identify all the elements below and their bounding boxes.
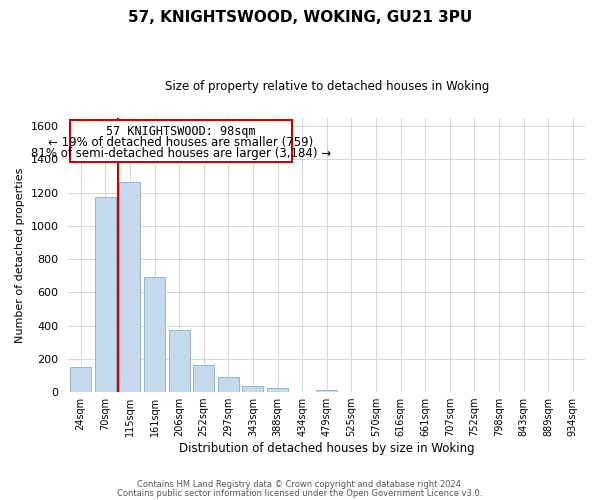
- Bar: [119, 182, 140, 392]
- Text: 57, KNIGHTSWOOD, WOKING, GU21 3PU: 57, KNIGHTSWOOD, WOKING, GU21 3PU: [128, 10, 472, 25]
- Bar: [242, 386, 263, 392]
- Y-axis label: Number of detached properties: Number of detached properties: [15, 167, 25, 342]
- FancyBboxPatch shape: [70, 120, 292, 162]
- Text: ← 19% of detached houses are smaller (759): ← 19% of detached houses are smaller (75…: [49, 136, 314, 149]
- Title: Size of property relative to detached houses in Woking: Size of property relative to detached ho…: [164, 80, 489, 93]
- Text: Contains public sector information licensed under the Open Government Licence v3: Contains public sector information licen…: [118, 490, 482, 498]
- Bar: [169, 330, 190, 392]
- Bar: [218, 377, 239, 392]
- X-axis label: Distribution of detached houses by size in Woking: Distribution of detached houses by size …: [179, 442, 475, 455]
- Bar: [70, 367, 91, 392]
- Text: Contains HM Land Registry data © Crown copyright and database right 2024.: Contains HM Land Registry data © Crown c…: [137, 480, 463, 489]
- Bar: [193, 366, 214, 392]
- Bar: [267, 388, 288, 392]
- Bar: [144, 278, 165, 392]
- Bar: [95, 196, 116, 392]
- Text: 81% of semi-detached houses are larger (3,184) →: 81% of semi-detached houses are larger (…: [31, 146, 331, 160]
- Text: 57 KNIGHTSWOOD: 98sqm: 57 KNIGHTSWOOD: 98sqm: [106, 125, 256, 138]
- Bar: [316, 390, 337, 392]
